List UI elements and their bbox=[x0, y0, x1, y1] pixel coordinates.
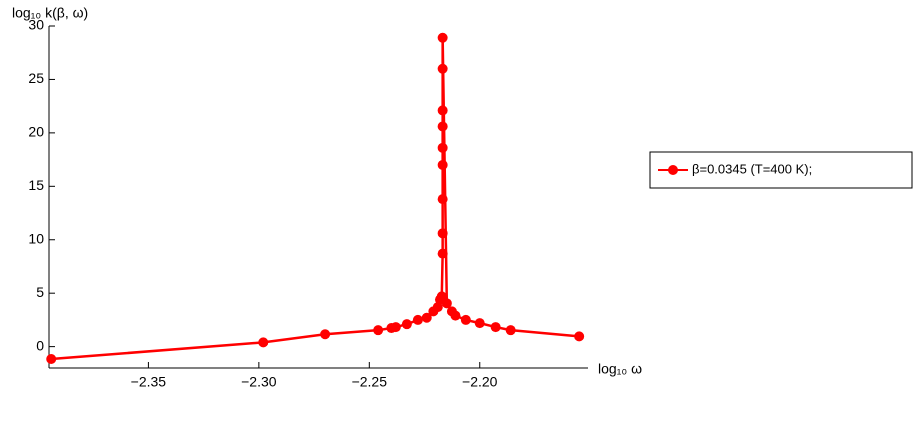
data-point bbox=[437, 121, 448, 132]
data-point bbox=[436, 291, 447, 302]
x-tick-label: −2.30 bbox=[241, 374, 277, 390]
data-point bbox=[373, 325, 384, 336]
data-point bbox=[474, 318, 485, 329]
y-tick-label: 20 bbox=[28, 124, 44, 140]
legend-marker bbox=[668, 165, 678, 175]
data-point bbox=[437, 142, 448, 153]
y-tick-label: 0 bbox=[36, 337, 44, 353]
legend-label: β=0.0345 (T=400 K); bbox=[692, 161, 812, 176]
y-tick-label: 30 bbox=[28, 17, 44, 33]
y-tick-label: 15 bbox=[28, 177, 44, 193]
data-point bbox=[460, 314, 471, 325]
data-point bbox=[437, 194, 448, 205]
y-tick-label: 10 bbox=[28, 230, 44, 246]
y-tick-label: 25 bbox=[28, 70, 44, 86]
data-point bbox=[401, 319, 412, 330]
data-point bbox=[437, 159, 448, 170]
data-point bbox=[441, 298, 452, 309]
data-point bbox=[412, 314, 423, 325]
x-tick-label: −2.25 bbox=[352, 374, 388, 390]
data-point bbox=[437, 228, 448, 239]
data-point bbox=[390, 322, 401, 333]
data-point bbox=[505, 325, 516, 336]
data-point bbox=[320, 329, 331, 340]
data-point bbox=[437, 248, 448, 259]
data-point bbox=[437, 63, 448, 74]
data-point bbox=[450, 310, 461, 321]
y-tick-label: 5 bbox=[36, 284, 44, 300]
data-point bbox=[490, 322, 501, 333]
data-point bbox=[437, 32, 448, 43]
legend-box bbox=[649, 151, 913, 189]
y-axis-label: log₁₀ k(β, ω) bbox=[12, 5, 88, 21]
data-point bbox=[46, 354, 57, 365]
x-tick-label: −2.20 bbox=[462, 374, 498, 390]
data-point bbox=[574, 331, 585, 342]
data-point bbox=[437, 105, 448, 116]
x-tick-label: −2.35 bbox=[131, 374, 167, 390]
x-axis-label: log₁₀ ω bbox=[598, 361, 642, 377]
data-point bbox=[421, 312, 432, 323]
data-point bbox=[258, 337, 269, 348]
series-line bbox=[51, 37, 580, 361]
